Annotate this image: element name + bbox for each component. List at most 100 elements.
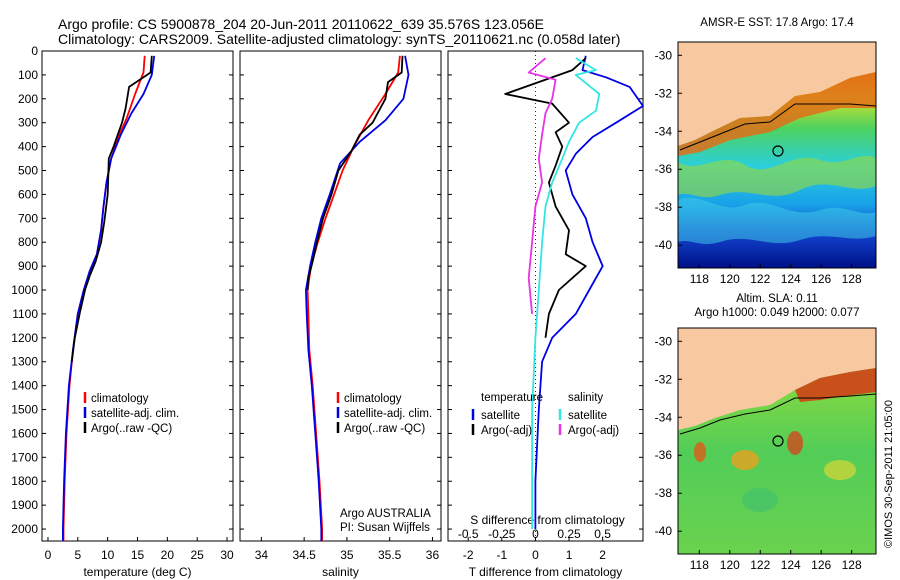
map-x-tick-label: 128: [842, 272, 862, 286]
x-tick-label: 20: [161, 548, 175, 562]
sst-map-title: AMSR-E SST: 17.8 Argo: 17.4: [700, 17, 854, 29]
series-line: [534, 55, 644, 529]
legend-entry: satellite-adj. clim.: [344, 408, 432, 420]
imos-credit: ©IMOS 30-Sep-2011 21:05:00: [883, 400, 895, 548]
legend-group-title: temperature: [481, 392, 543, 404]
s-difference-label: S difference from climatology: [470, 513, 625, 527]
x-tick-label: 5: [74, 548, 81, 562]
land-area: [678, 328, 876, 430]
difference-x-axis-label: T difference from climatology: [469, 565, 623, 579]
y-tick-label: 1600: [11, 426, 38, 440]
salinity-axes-box: [239, 50, 442, 542]
y-tick-label: 900: [18, 259, 38, 273]
map-x-tick-label: 120: [720, 558, 740, 572]
temperature-x-axis-label: temperature (deg C): [83, 565, 191, 579]
map-y-tick-label: -38: [655, 200, 673, 214]
map-x-tick-label: 122: [750, 558, 770, 572]
sla-map-title-1: Altim. SLA: 0.11: [736, 293, 818, 305]
y-tick-label: 0: [31, 44, 38, 58]
climatology-title: Climatology: CARS2009. Satellite-adjuste…: [58, 31, 621, 47]
series-line: [527, 57, 557, 314]
s-tick-label: 0: [532, 527, 539, 541]
y-tick-label: 400: [18, 140, 38, 154]
x-tick-label: 30: [220, 548, 234, 562]
map-x-tick-label: 128: [842, 558, 862, 572]
series-line: [531, 57, 601, 529]
y-tick-label: 1200: [11, 331, 38, 345]
y-tick-label: 700: [18, 211, 38, 225]
legend-entry: satellite: [568, 410, 607, 422]
legend-entry: climatology: [344, 393, 402, 405]
x-tick-label: 1: [566, 548, 573, 562]
y-tick-label: 500: [18, 164, 38, 178]
y-tick-label: 1100: [12, 307, 38, 321]
map-x-tick-label: 126: [811, 272, 831, 286]
x-tick-label: 35.5: [378, 548, 402, 562]
x-tick-label: 36: [426, 548, 440, 562]
map-x-tick-label: 124: [781, 558, 801, 572]
x-tick-label: 34.5: [292, 548, 316, 562]
float-position-marker: [772, 145, 784, 157]
profile-title: Argo profile: CS 5900878_204 20-Jun-2011…: [58, 16, 544, 32]
y-tick-label: 1800: [11, 474, 38, 488]
map-y-tick-label: -38: [655, 486, 673, 500]
sst-map: [677, 41, 877, 269]
map-y-tick-label: -32: [655, 372, 673, 386]
map-y-tick-label: -34: [655, 124, 673, 138]
y-tick-label: 100: [18, 68, 38, 82]
salinity-x-axis-label: salinity: [322, 565, 359, 579]
map-x-tick-label: 126: [811, 558, 831, 572]
pi-annotation: Argo AUSTRALIA: [340, 508, 431, 520]
x-tick-label: 0: [532, 548, 539, 562]
y-tick-label: 1900: [11, 498, 38, 512]
difference-axes-box: [447, 50, 644, 542]
map-x-tick-label: 118: [690, 272, 709, 286]
y-tick-label: 300: [18, 116, 38, 130]
difference-panel: -2 -1 0 1 2 T difference from climatology S di…: [447, 50, 644, 579]
x-tick-label: 0: [45, 548, 52, 562]
series-line: [70, 55, 153, 362]
legend-entry: Argo(-adj): [568, 425, 619, 437]
legend-group-title: salinity: [568, 392, 603, 404]
y-tick-label: 1400: [11, 379, 38, 393]
x-tick-label: -1: [496, 548, 507, 562]
map-y-tick-label: -36: [655, 448, 673, 462]
legend-entry: Argo(..raw -QC): [91, 423, 172, 435]
legend-entry: Argo(-adj): [481, 425, 532, 437]
x-tick-label: 35: [340, 548, 354, 562]
float-position-marker: [772, 435, 784, 447]
map-x-tick-label: 120: [720, 272, 740, 286]
series-line: [306, 55, 404, 291]
sla-map-title-2: Argo h1000: 0.049 h2000: 0.077: [695, 307, 860, 319]
map-x-tick-label: 122: [750, 272, 770, 286]
sst-map-axes: 118 120 122 124 126 128 -30 -32 -34 -36 -38 -40: [655, 48, 862, 286]
x-tick-label: 34: [255, 548, 269, 562]
y-tick-label: 200: [18, 92, 38, 106]
map-y-tick-label: -40: [655, 238, 673, 252]
legend-entry: satellite-adj. clim.: [91, 408, 179, 420]
s-tick-label: -0.5: [458, 527, 479, 541]
y-tick-label: 1000: [11, 283, 38, 297]
series-line: [305, 55, 410, 541]
y-tick-label: 2000: [11, 522, 38, 536]
map-x-tick-label: 118: [690, 558, 709, 572]
temperature-axes-box: [41, 50, 234, 542]
sla-map: [677, 327, 877, 555]
legend-entry: Argo(..raw -QC): [344, 423, 425, 435]
x-tick-label: 25: [191, 548, 205, 562]
s-tick-label: 0.5: [594, 527, 611, 541]
sla-map-axes: 118 120 122 124 126 128 -30 -32 -34 -36 -38 -40: [655, 334, 862, 572]
map-y-tick-label: -30: [655, 48, 673, 62]
legend-entry: climatology: [91, 393, 149, 405]
land-area: [678, 42, 876, 146]
s-tick-label: -0.25: [488, 527, 516, 541]
salinity-panel: 34 34.5 35 35.5 36 salinity climatology satelli…: [239, 50, 442, 579]
y-tick-label: 1500: [11, 403, 38, 417]
map-y-tick-label: -30: [655, 334, 673, 348]
y-tick-label: 1700: [11, 450, 38, 464]
legend-entry: satellite: [481, 410, 520, 422]
x-tick-label: 10: [101, 548, 115, 562]
y-tick-label: 600: [18, 187, 38, 201]
s-tick-label: 0.25: [557, 527, 581, 541]
